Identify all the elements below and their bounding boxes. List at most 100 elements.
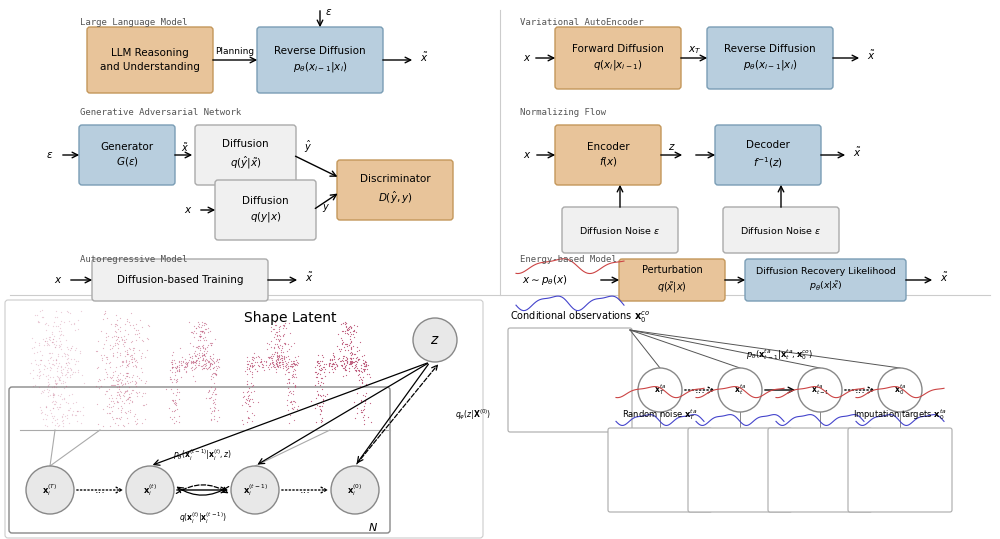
- Point: [263, 363, 279, 371]
- Point: [240, 391, 256, 400]
- Point: [355, 405, 371, 414]
- Point: [90, 337, 106, 345]
- Point: [171, 367, 187, 376]
- Point: [242, 395, 258, 403]
- Point: [34, 351, 50, 360]
- Point: [351, 355, 367, 364]
- Text: Encoder
$f(x)$: Encoder $f(x)$: [587, 142, 629, 168]
- Point: [133, 354, 149, 362]
- Point: [110, 421, 126, 430]
- Point: [314, 351, 330, 360]
- Point: [185, 357, 201, 366]
- Point: [72, 348, 88, 357]
- Point: [169, 366, 185, 375]
- Text: $N$: $N$: [368, 521, 378, 533]
- Point: [346, 364, 362, 372]
- Point: [313, 365, 329, 374]
- Text: $p_\theta(\mathbf{x}_{t-1}^{ta}|\mathbf{x}_t^{ta},\mathbf{x}_0^{co})$: $p_\theta(\mathbf{x}_{t-1}^{ta}|\mathbf{…: [746, 348, 814, 362]
- Text: $p_\theta(\mathbf{x}_i^{(t-1)}|\mathbf{x}_i^{(t)},z)$: $p_\theta(\mathbf{x}_i^{(t-1)}|\mathbf{x…: [173, 447, 232, 462]
- Point: [280, 364, 296, 372]
- Point: [277, 340, 293, 348]
- Point: [285, 358, 301, 367]
- Point: [68, 398, 84, 407]
- Point: [68, 343, 84, 352]
- Point: [31, 364, 47, 373]
- Point: [198, 348, 214, 357]
- Point: [195, 355, 211, 364]
- Point: [121, 373, 137, 382]
- Point: [112, 369, 128, 377]
- Point: [52, 320, 68, 328]
- Point: [343, 343, 359, 352]
- Point: [162, 375, 178, 384]
- Point: [45, 392, 61, 401]
- Point: [53, 363, 69, 371]
- Point: [281, 375, 297, 383]
- Point: [27, 381, 43, 390]
- Point: [204, 370, 220, 378]
- Point: [103, 320, 119, 328]
- Point: [337, 362, 353, 371]
- Point: [239, 379, 255, 388]
- Point: [274, 356, 290, 364]
- Point: [199, 365, 215, 374]
- Point: [55, 410, 71, 418]
- Point: [266, 343, 282, 351]
- Point: [181, 356, 197, 364]
- Point: [345, 330, 361, 338]
- Point: [105, 375, 121, 384]
- Point: [342, 354, 358, 362]
- Point: [261, 354, 277, 362]
- Point: [59, 366, 75, 375]
- Point: [124, 373, 140, 382]
- Point: [284, 404, 300, 413]
- Point: [46, 317, 62, 326]
- Text: $\mathbf{x}_i^{(t-1)}$: $\mathbf{x}_i^{(t-1)}$: [243, 482, 267, 498]
- Text: Diffusion Recovery Likelihood
$p_\theta(x|\tilde{x})$: Diffusion Recovery Likelihood $p_\theta(…: [756, 267, 895, 293]
- Point: [359, 364, 375, 373]
- Point: [168, 377, 184, 386]
- Point: [360, 361, 376, 370]
- Point: [166, 398, 182, 407]
- Point: [243, 379, 259, 388]
- Point: [30, 317, 46, 326]
- Point: [275, 364, 291, 372]
- Point: [336, 343, 352, 351]
- Point: [267, 320, 283, 329]
- Point: [263, 352, 279, 361]
- Point: [351, 369, 367, 378]
- Point: [110, 375, 126, 384]
- Point: [120, 394, 136, 403]
- Point: [267, 348, 283, 356]
- Point: [242, 402, 258, 410]
- Point: [166, 413, 182, 421]
- Point: [203, 339, 219, 348]
- Point: [310, 378, 326, 387]
- Point: [48, 379, 64, 388]
- Circle shape: [878, 368, 922, 412]
- Point: [52, 399, 68, 408]
- Point: [288, 356, 304, 364]
- Point: [121, 318, 137, 327]
- Point: [200, 328, 216, 336]
- Point: [58, 358, 74, 367]
- Point: [34, 387, 50, 396]
- Point: [280, 340, 296, 348]
- Point: [278, 359, 294, 368]
- Point: [43, 408, 59, 417]
- Point: [256, 356, 272, 365]
- Point: [60, 351, 76, 360]
- Point: [189, 343, 205, 351]
- Point: [51, 376, 67, 385]
- Point: [167, 398, 183, 406]
- Point: [104, 393, 120, 402]
- Text: $\tilde{x}$: $\tilde{x}$: [181, 142, 189, 155]
- Point: [164, 368, 180, 376]
- Point: [351, 367, 367, 376]
- Point: [139, 333, 155, 342]
- Point: [207, 384, 223, 392]
- Point: [362, 399, 378, 407]
- Point: [124, 351, 140, 360]
- Point: [98, 386, 114, 395]
- Point: [110, 332, 126, 341]
